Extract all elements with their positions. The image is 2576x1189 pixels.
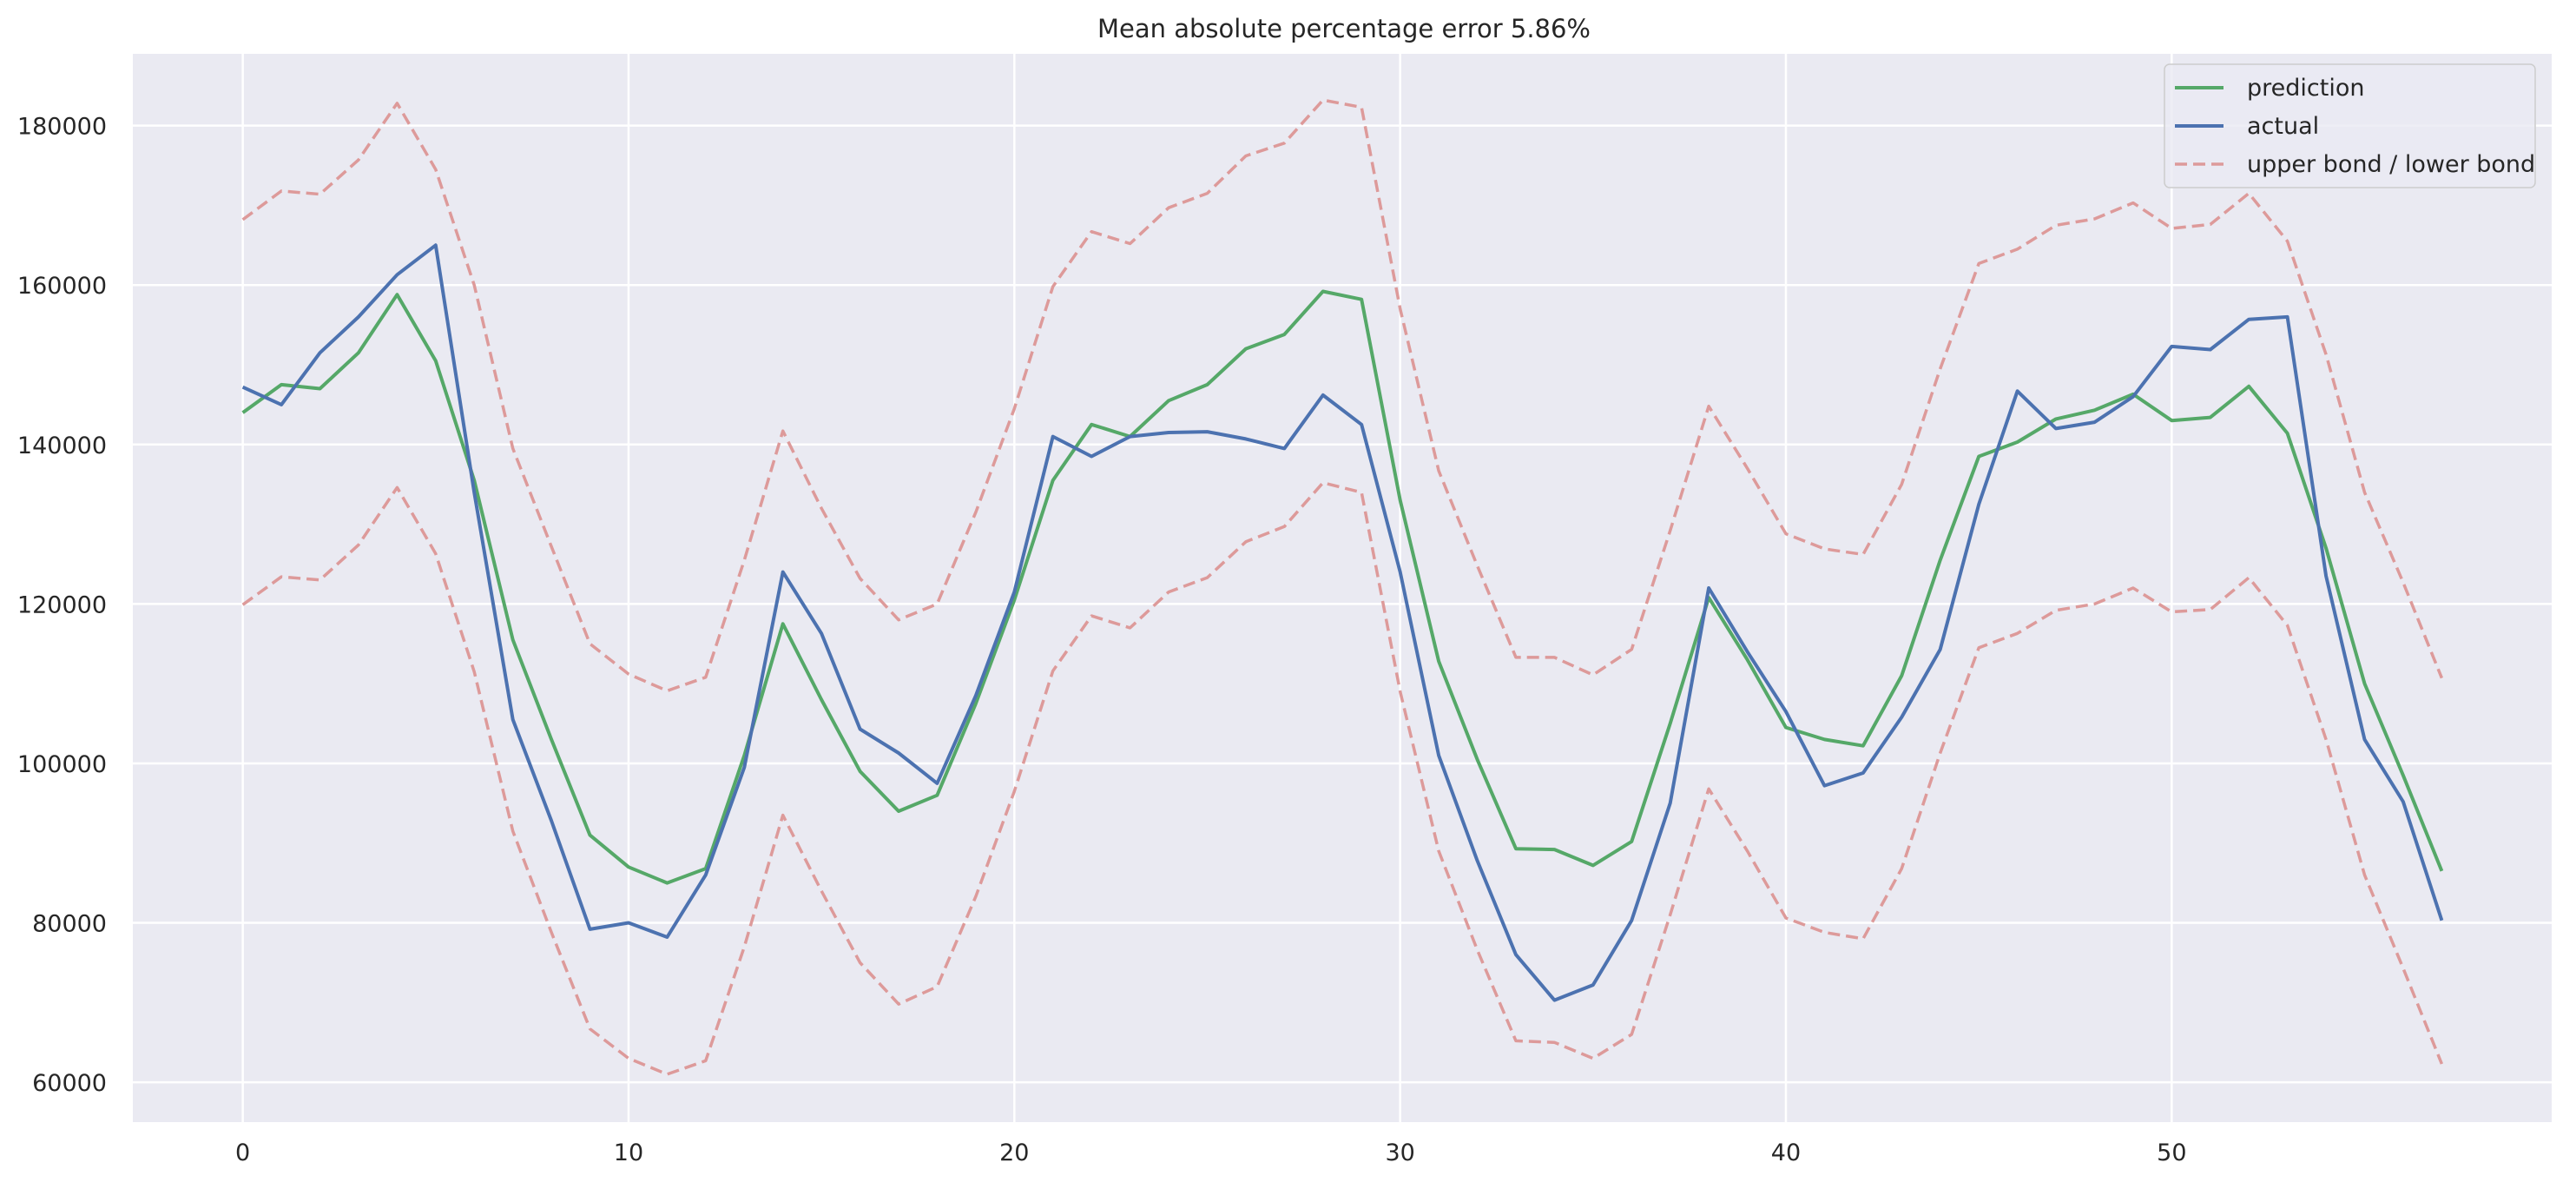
y-tick-label: 160000 [17,273,107,300]
x-tick-label: 50 [2157,1139,2186,1166]
series-line-3 [241,481,2444,1076]
legend-label-1: actual [2247,113,2319,140]
x-tick-label: 20 [999,1139,1029,1166]
legend: prediction actual upper bond / lower bond [2164,63,2536,188]
x-tick-label: 0 [235,1139,250,1166]
y-tick-label: 100000 [17,751,107,778]
x-tick-label: 40 [1771,1139,1801,1166]
y-axis-ticks: 60000 80000 100000 120000 140000 160000 180000 [17,114,107,1097]
series-line-2 [241,98,2444,693]
y-tick-label: 120000 [17,591,107,618]
legend-items: prediction actual upper bond / lower bond [2175,75,2535,178]
y-tick-label: 60000 [32,1070,107,1097]
legend-label-2: upper bond / lower bond [2247,151,2535,178]
x-axis-ticks: 0 10 20 30 40 50 [235,1139,2186,1166]
legend-box [2164,63,2536,188]
grid-lines [133,54,2552,1122]
y-tick-label: 180000 [17,114,107,141]
plot-area [133,54,2552,1122]
legend-label-0: prediction [2247,75,2364,102]
series-line-0 [241,289,2444,885]
y-tick-label: 140000 [17,433,107,459]
x-tick-label: 30 [1385,1139,1414,1166]
x-tick-label: 10 [614,1139,643,1166]
y-tick-label: 80000 [32,911,107,938]
chart-title: Mean absolute percentage error 5.86% [1097,14,1591,43]
series-line-1 [241,243,2444,1002]
series-lines [241,98,2444,1076]
